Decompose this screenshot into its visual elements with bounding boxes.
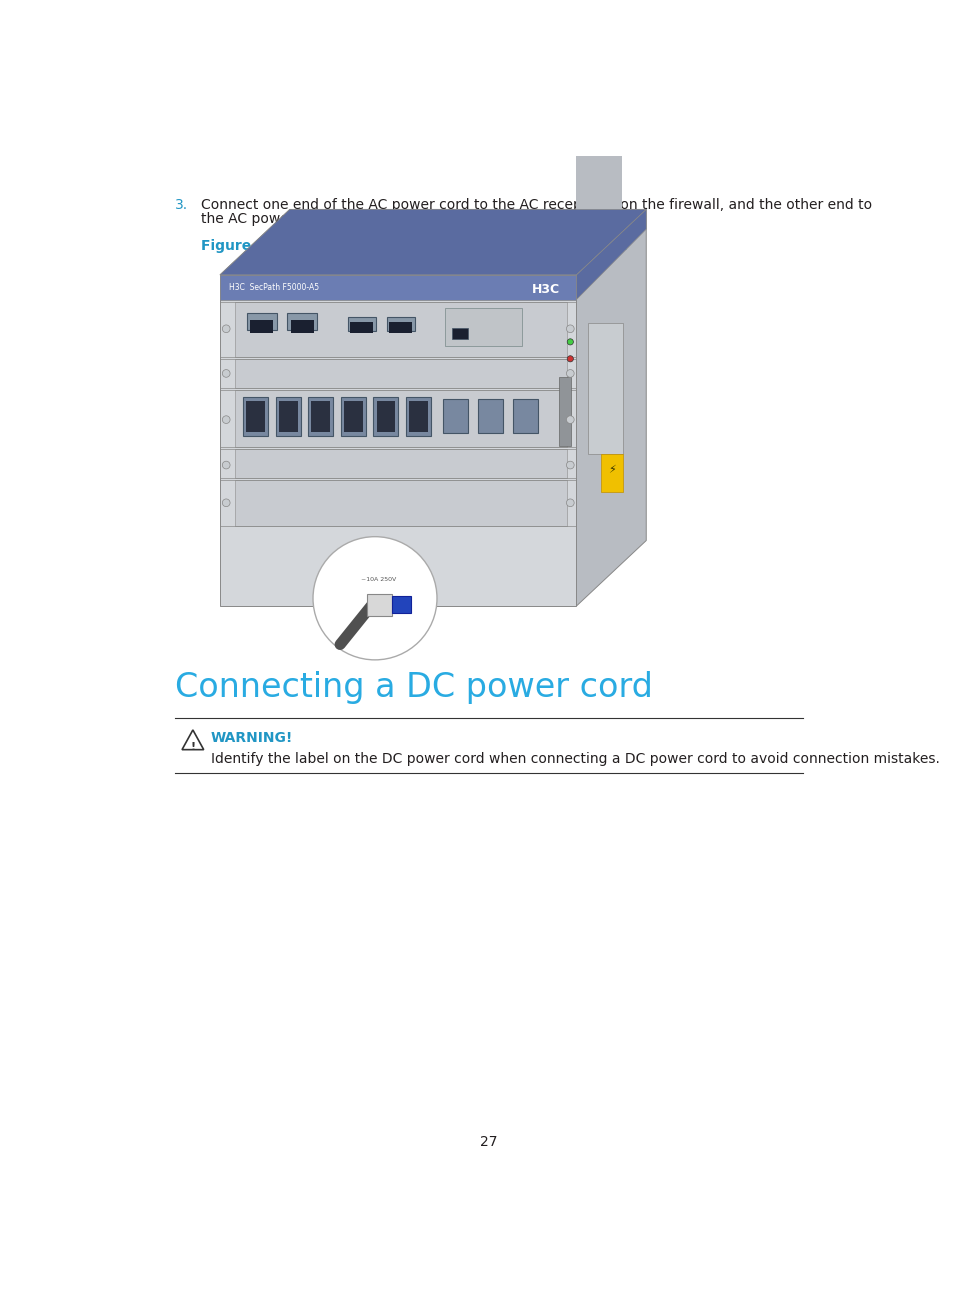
FancyBboxPatch shape bbox=[477, 399, 502, 433]
Bar bbox=[389, 321, 412, 333]
Bar bbox=[409, 402, 427, 432]
Circle shape bbox=[566, 499, 574, 507]
Bar bbox=[246, 402, 265, 432]
FancyBboxPatch shape bbox=[340, 398, 365, 435]
Text: 27: 27 bbox=[479, 1135, 497, 1150]
Bar bbox=[600, 454, 622, 492]
Polygon shape bbox=[182, 730, 204, 749]
Polygon shape bbox=[576, 210, 645, 299]
Circle shape bbox=[222, 461, 230, 469]
Circle shape bbox=[567, 338, 573, 345]
FancyBboxPatch shape bbox=[443, 399, 468, 433]
Text: ~10A 250V: ~10A 250V bbox=[361, 577, 396, 582]
Circle shape bbox=[328, 587, 335, 595]
Text: 3.: 3. bbox=[174, 198, 188, 211]
Bar bbox=[250, 320, 274, 333]
Bar bbox=[235, 359, 567, 388]
FancyBboxPatch shape bbox=[406, 398, 431, 435]
Text: Identify the label on the DC power cord when connecting a DC power cord to avoid: Identify the label on the DC power cord … bbox=[211, 752, 939, 766]
Circle shape bbox=[567, 355, 573, 362]
Bar bbox=[291, 320, 314, 333]
Bar bbox=[235, 390, 567, 447]
Circle shape bbox=[222, 369, 230, 377]
Circle shape bbox=[222, 325, 230, 333]
Text: the AC power source.: the AC power source. bbox=[200, 213, 349, 227]
Bar bbox=[452, 328, 468, 338]
Polygon shape bbox=[576, 210, 645, 607]
Text: Connect one end of the AC power cord to the AC receptacle on the firewall, and t: Connect one end of the AC power cord to … bbox=[200, 198, 871, 211]
Circle shape bbox=[566, 369, 574, 377]
Bar bbox=[367, 595, 392, 616]
Bar bbox=[311, 402, 330, 432]
Bar bbox=[558, 377, 571, 446]
FancyBboxPatch shape bbox=[513, 399, 537, 433]
Bar bbox=[576, 0, 621, 299]
Text: ⚡: ⚡ bbox=[607, 465, 615, 476]
Text: !: ! bbox=[190, 741, 195, 752]
FancyBboxPatch shape bbox=[373, 398, 397, 435]
Text: H3C: H3C bbox=[531, 283, 559, 295]
Circle shape bbox=[313, 537, 436, 660]
Text: Connecting a DC power cord: Connecting a DC power cord bbox=[174, 671, 652, 705]
FancyBboxPatch shape bbox=[386, 318, 415, 330]
FancyBboxPatch shape bbox=[275, 398, 300, 435]
Circle shape bbox=[222, 499, 230, 507]
Circle shape bbox=[566, 416, 574, 424]
Bar bbox=[587, 323, 622, 454]
Bar bbox=[392, 596, 410, 613]
Text: H3C  SecPath F5000-A5: H3C SecPath F5000-A5 bbox=[229, 283, 319, 292]
Bar bbox=[376, 402, 395, 432]
Bar bbox=[444, 308, 521, 346]
Bar bbox=[235, 302, 567, 358]
FancyBboxPatch shape bbox=[308, 398, 333, 435]
Polygon shape bbox=[220, 275, 576, 607]
FancyBboxPatch shape bbox=[247, 314, 276, 330]
Bar bbox=[278, 402, 297, 432]
Polygon shape bbox=[220, 275, 576, 299]
Polygon shape bbox=[220, 210, 645, 275]
Bar bbox=[235, 448, 567, 478]
Circle shape bbox=[566, 325, 574, 333]
FancyBboxPatch shape bbox=[348, 318, 375, 330]
FancyBboxPatch shape bbox=[243, 398, 268, 435]
Text: Figure 23 Connecting an AC power cord to the firewall: Figure 23 Connecting an AC power cord to… bbox=[200, 238, 626, 253]
FancyBboxPatch shape bbox=[287, 314, 316, 330]
Circle shape bbox=[566, 461, 574, 469]
Bar bbox=[235, 480, 567, 526]
Polygon shape bbox=[220, 210, 645, 275]
Text: WARNING!: WARNING! bbox=[211, 731, 293, 745]
Circle shape bbox=[222, 416, 230, 424]
Bar bbox=[344, 402, 362, 432]
Bar bbox=[350, 321, 373, 333]
